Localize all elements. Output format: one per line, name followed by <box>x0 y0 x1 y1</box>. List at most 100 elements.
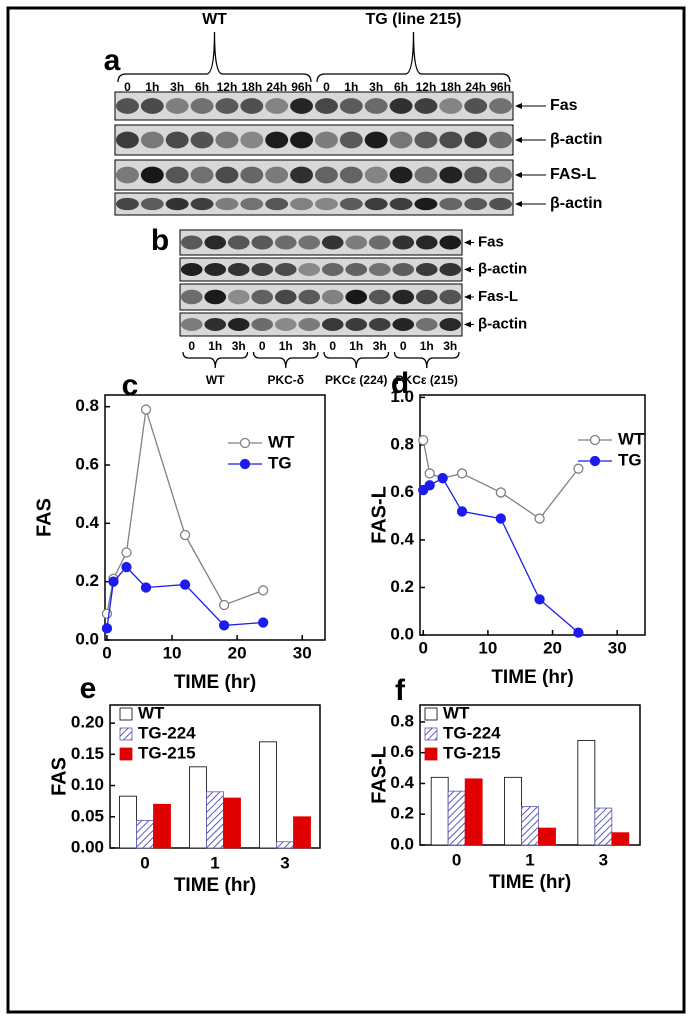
band <box>180 235 203 250</box>
band <box>389 197 413 211</box>
lane-label: 1h <box>279 339 293 353</box>
band <box>339 166 363 184</box>
band <box>464 197 488 211</box>
y-tick-label: 0.0 <box>390 624 414 643</box>
marker <box>218 620 230 631</box>
band <box>274 318 297 331</box>
band <box>439 318 462 331</box>
brace <box>182 351 249 369</box>
band <box>414 98 438 114</box>
band <box>339 197 363 211</box>
legend-swatch <box>424 707 438 721</box>
y-tick-label: 0.4 <box>75 513 99 532</box>
x-tick-label: 10 <box>163 643 182 662</box>
band <box>314 197 338 211</box>
marker <box>140 582 152 593</box>
marker <box>258 585 269 596</box>
legend-label: TG-224 <box>443 723 501 742</box>
band <box>439 166 463 184</box>
band <box>364 98 388 114</box>
band <box>339 98 363 114</box>
band <box>321 289 344 305</box>
blot-strip <box>114 91 514 121</box>
lane-label: 6h <box>394 80 408 94</box>
band <box>115 131 139 149</box>
band <box>265 131 289 149</box>
band <box>140 131 164 149</box>
band <box>298 263 321 276</box>
band <box>415 263 438 276</box>
y-tick-label: 0.8 <box>75 396 99 415</box>
marker <box>258 617 269 628</box>
brace <box>252 351 319 369</box>
band <box>345 289 368 305</box>
lane-label: 1h <box>145 80 159 94</box>
band <box>464 131 488 149</box>
band <box>314 166 338 184</box>
lane-label: 0 <box>259 339 266 353</box>
x-tick-label: 30 <box>293 643 312 662</box>
lane-label: 0 <box>329 339 336 353</box>
lane-label: 24h <box>465 80 486 94</box>
band <box>180 289 203 305</box>
x-axis-title: TIME (hr) <box>489 872 571 893</box>
band <box>389 131 413 149</box>
band <box>439 263 462 276</box>
band <box>489 197 513 211</box>
legend-swatch <box>424 747 438 761</box>
band <box>415 235 438 250</box>
band <box>414 197 438 211</box>
band <box>415 318 438 331</box>
blot-strip <box>114 192 514 216</box>
band <box>190 98 214 114</box>
lane-label: 96h <box>291 80 312 94</box>
y-tick-label: 0.2 <box>75 571 99 590</box>
arrow-head <box>515 172 522 178</box>
marker <box>456 468 468 479</box>
band <box>414 166 438 184</box>
marker <box>140 404 152 415</box>
bar <box>464 778 483 846</box>
y-tick-label: 0.6 <box>390 742 414 761</box>
row-label: β-actin <box>550 131 602 148</box>
bar <box>430 776 449 846</box>
arrow-head <box>464 239 471 246</box>
x-tick-label: 30 <box>608 638 627 657</box>
x-tick-label: 10 <box>478 638 497 657</box>
lane-label: 1h <box>344 80 358 94</box>
band <box>321 318 344 331</box>
bar <box>206 791 224 849</box>
band <box>115 98 139 114</box>
marker <box>424 468 435 479</box>
y-tick-label: 0.00 <box>71 837 104 856</box>
band <box>439 289 462 305</box>
lane-label: 24h <box>266 80 287 94</box>
x-tick-label: 3 <box>599 850 608 869</box>
y-tick-label: 0.0 <box>75 629 99 648</box>
x-tick-label: 0 <box>452 850 461 869</box>
row-label: β-actin <box>550 195 602 212</box>
band <box>489 131 513 149</box>
band <box>392 263 415 276</box>
band <box>227 289 250 305</box>
band <box>364 166 388 184</box>
band <box>290 197 314 211</box>
marker <box>121 561 132 573</box>
brace <box>117 31 312 83</box>
lane-label: 0 <box>124 80 131 94</box>
blot-strip <box>179 257 463 282</box>
frame <box>6 6 686 1014</box>
band <box>165 166 189 184</box>
legend-marker <box>589 455 601 467</box>
band <box>215 98 239 114</box>
bar <box>538 827 556 846</box>
line <box>422 477 579 634</box>
x-axis-title: TIME (hr) <box>174 875 256 896</box>
band <box>364 197 388 211</box>
marker <box>573 627 584 638</box>
band <box>165 98 189 114</box>
band <box>251 263 274 276</box>
lane-label: 18h <box>241 80 262 94</box>
